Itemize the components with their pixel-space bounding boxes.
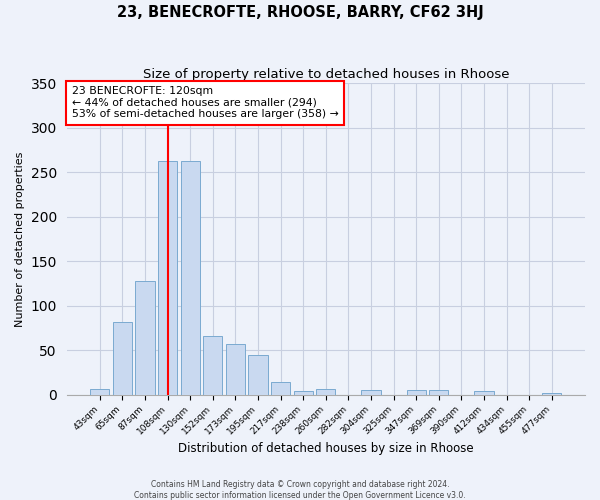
Bar — [271, 382, 290, 394]
Y-axis label: Number of detached properties: Number of detached properties — [15, 151, 25, 326]
Bar — [90, 390, 109, 394]
Bar — [475, 391, 494, 394]
Bar — [181, 160, 200, 394]
Text: 23 BENECROFTE: 120sqm
← 44% of detached houses are smaller (294)
53% of semi-det: 23 BENECROFTE: 120sqm ← 44% of detached … — [72, 86, 338, 120]
Bar — [361, 390, 380, 394]
Bar — [542, 393, 562, 394]
Bar — [429, 390, 448, 394]
Bar — [407, 390, 426, 394]
Bar — [158, 160, 177, 394]
X-axis label: Distribution of detached houses by size in Rhoose: Distribution of detached houses by size … — [178, 442, 473, 455]
Bar — [293, 391, 313, 394]
Bar — [316, 390, 335, 394]
Text: Contains HM Land Registry data © Crown copyright and database right 2024.
Contai: Contains HM Land Registry data © Crown c… — [134, 480, 466, 500]
Bar — [113, 322, 132, 394]
Bar — [248, 356, 268, 395]
Bar — [136, 280, 155, 394]
Bar — [226, 344, 245, 395]
Text: 23, BENECROFTE, RHOOSE, BARRY, CF62 3HJ: 23, BENECROFTE, RHOOSE, BARRY, CF62 3HJ — [116, 5, 484, 20]
Title: Size of property relative to detached houses in Rhoose: Size of property relative to detached ho… — [143, 68, 509, 80]
Bar — [203, 336, 223, 394]
